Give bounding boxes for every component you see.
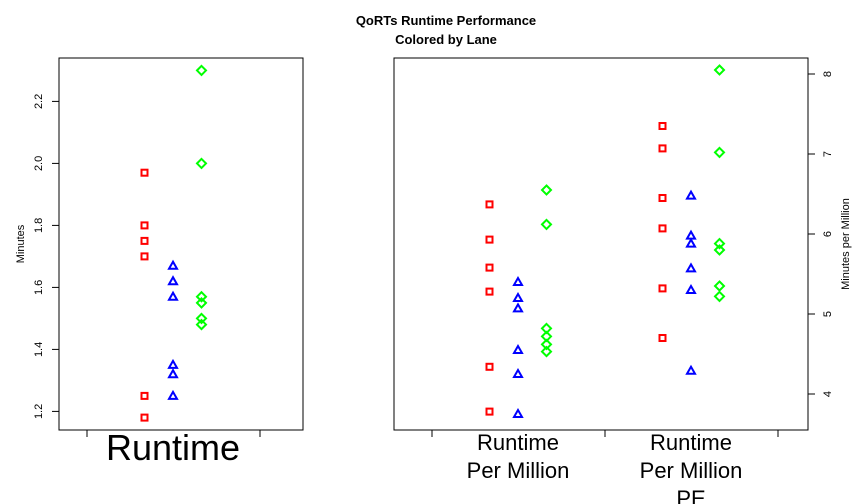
data-point-triangle bbox=[685, 262, 697, 273]
data-point-square bbox=[658, 284, 667, 293]
data-point-diamond bbox=[195, 296, 208, 309]
data-point-square bbox=[485, 263, 494, 272]
data-point-triangle bbox=[685, 229, 697, 240]
data-point-diamond bbox=[195, 318, 208, 331]
data-point-square bbox=[658, 122, 667, 130]
data-point-diamond bbox=[540, 338, 553, 351]
y-tick-label: 1.4 bbox=[33, 342, 45, 357]
data-point-triangle bbox=[512, 291, 524, 302]
data-point-triangle bbox=[512, 343, 524, 354]
data-point-triangle bbox=[167, 275, 179, 286]
y-tick-label: 7 bbox=[822, 151, 834, 157]
chart-title-line2: Colored by Lane bbox=[395, 32, 497, 47]
data-point-diamond bbox=[195, 64, 208, 77]
y-tick-label: 1.6 bbox=[33, 280, 45, 295]
category-label: Runtime bbox=[106, 427, 240, 468]
data-point-diamond bbox=[713, 290, 726, 303]
data-point-triangle bbox=[685, 237, 697, 248]
data-point-square bbox=[658, 144, 667, 153]
data-point-square bbox=[658, 334, 667, 342]
data-point-triangle bbox=[167, 358, 179, 369]
y-tick-label: 4 bbox=[822, 391, 834, 397]
data-point-diamond bbox=[195, 312, 208, 325]
data-point-diamond bbox=[195, 290, 208, 303]
data-point-diamond bbox=[540, 184, 553, 196]
data-point-diamond bbox=[713, 146, 726, 159]
category-label: Runtime bbox=[477, 430, 559, 455]
panel-left: 1.2 1.4 1.6 1.8 2.0 2.2 Minutes Runtime bbox=[15, 57, 304, 468]
y-axis-label: Minutes bbox=[15, 224, 27, 263]
data-point-square bbox=[658, 194, 667, 202]
data-point-square bbox=[140, 168, 149, 177]
data-point-triangle bbox=[167, 290, 179, 301]
data-point-diamond bbox=[195, 157, 208, 170]
data-point-triangle bbox=[512, 302, 524, 313]
data-point-square bbox=[485, 287, 494, 296]
chart-title-line1: QoRTs Runtime Performance bbox=[356, 13, 536, 28]
data-point-triangle bbox=[512, 367, 524, 378]
data-point-square bbox=[485, 200, 494, 209]
y-tick-label: 6 bbox=[822, 231, 834, 237]
data-point-triangle bbox=[685, 189, 697, 200]
data-point-triangle bbox=[167, 259, 179, 270]
data-point-diamond bbox=[713, 64, 726, 76]
y-tick-label: 8 bbox=[822, 71, 834, 77]
data-point-triangle bbox=[685, 364, 697, 375]
y-tick-label: 5 bbox=[822, 311, 834, 317]
category-label: Per Million bbox=[640, 458, 743, 483]
data-point-diamond bbox=[540, 218, 553, 231]
category-label: Runtime bbox=[650, 430, 732, 455]
category-label: PE bbox=[676, 486, 705, 504]
data-point-diamond bbox=[713, 237, 726, 250]
data-point-diamond bbox=[713, 280, 726, 292]
data-point-triangle bbox=[512, 275, 524, 286]
data-point-diamond bbox=[540, 345, 553, 358]
data-point-square bbox=[140, 413, 149, 422]
y-axis-label: Minutes per Million bbox=[840, 198, 852, 290]
data-point-triangle bbox=[512, 407, 524, 418]
data-point-triangle bbox=[167, 368, 179, 379]
plot-frame bbox=[58, 57, 304, 431]
category-label: Per Million bbox=[467, 458, 570, 483]
y-tick-label: 1.8 bbox=[33, 218, 45, 233]
data-point-square bbox=[485, 235, 494, 244]
data-point-diamond bbox=[713, 244, 726, 256]
data-point-triangle bbox=[167, 389, 179, 400]
data-point-square bbox=[140, 391, 149, 400]
y-tick-label: 2.2 bbox=[33, 94, 45, 109]
data-point-square bbox=[658, 224, 667, 233]
data-point-square bbox=[140, 221, 149, 230]
data-point-square bbox=[485, 362, 494, 371]
panel-right: 4 5 6 7 8 Minutes per Million Runtime Per Milli… bbox=[393, 57, 852, 504]
data-point-square bbox=[140, 236, 149, 245]
data-point-square bbox=[485, 407, 494, 416]
data-point-triangle bbox=[685, 283, 697, 294]
y-tick-label: 1.2 bbox=[33, 404, 45, 419]
plot-frame bbox=[393, 57, 809, 431]
data-point-square bbox=[140, 252, 149, 261]
y-tick-label: 2.0 bbox=[33, 156, 45, 171]
